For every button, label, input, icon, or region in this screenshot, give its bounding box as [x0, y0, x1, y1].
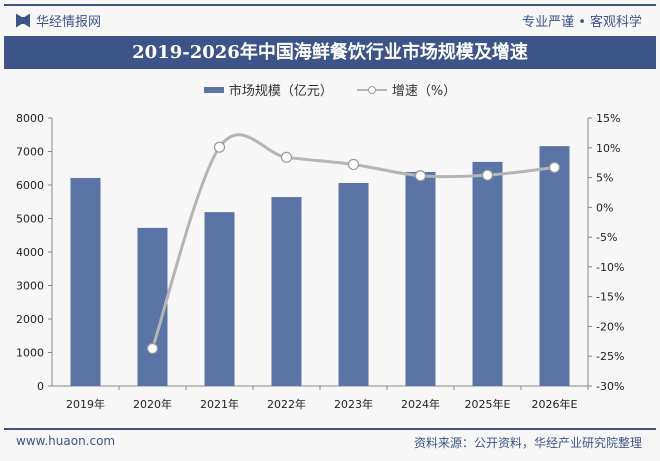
growth-point — [280, 151, 293, 163]
left-tick-label: 7000 — [16, 146, 44, 159]
left-tick-label: 1000 — [16, 347, 44, 360]
legend-line-swatch — [356, 85, 387, 94]
left-tick-label: 5000 — [16, 213, 44, 226]
right-tick-label: -20% — [596, 320, 624, 333]
legend-item-line: 增速（%） — [356, 80, 457, 99]
left-tick-label: 4000 — [16, 246, 44, 259]
bar — [204, 212, 235, 386]
legend-bar-swatch — [203, 86, 224, 93]
legend-bar-label: 市场规模（亿元） — [228, 84, 333, 99]
x-tick-label: 2020年 — [133, 397, 172, 411]
x-tick-label: 2024年 — [401, 397, 440, 411]
bar — [137, 227, 168, 386]
growth-point — [146, 342, 159, 355]
slogan: 专业严谨 • 客观科学 — [522, 15, 642, 30]
bar — [539, 146, 570, 386]
right-tick-label: 10% — [596, 142, 620, 155]
logo: 华经情报网 — [16, 11, 101, 30]
right-tick-label: 15% — [596, 112, 620, 125]
left-tick-label: 8000 — [16, 112, 44, 125]
x-tick-label: 2021年 — [200, 397, 239, 411]
logo-icon — [16, 13, 30, 28]
left-tick-label: 3000 — [16, 280, 44, 293]
right-tick-label: -5% — [596, 231, 617, 244]
source-note: 资料来源：公开资料，华经产业研究院整理 — [413, 436, 642, 450]
logo-text: 华经情报网 — [36, 15, 102, 30]
x-tick-label: 2022年 — [267, 397, 306, 411]
bar — [472, 161, 503, 386]
legend-item-bar: 市场规模（亿元） — [203, 80, 333, 99]
bar — [405, 171, 436, 386]
top-divider — [4, 4, 656, 6]
bar — [70, 177, 101, 386]
x-tick-label: 2019年 — [66, 397, 105, 411]
growth-point — [548, 161, 561, 174]
x-tick-label: 2025年E — [465, 397, 511, 411]
right-tick-label: -15% — [596, 291, 624, 304]
chart-title: 2019-2026年中国海鲜餐饮行业市场规模及增速 — [4, 36, 656, 69]
right-tick-label: -25% — [596, 350, 624, 363]
bar — [338, 182, 369, 386]
right-tick-label: 5% — [596, 172, 613, 185]
bar — [271, 197, 302, 386]
right-tick-label: 0% — [596, 201, 613, 214]
left-tick-label: 2000 — [16, 313, 44, 326]
legend-line-label: 增速（%） — [391, 84, 457, 99]
left-tick-label: 6000 — [16, 179, 44, 192]
growth-point — [414, 170, 427, 182]
legend: 市场规模（亿元） 增速（%） — [0, 80, 660, 99]
website: www.huaon.com — [16, 434, 116, 448]
growth-point — [347, 158, 360, 171]
growth-point — [481, 169, 494, 181]
x-tick-label: 2026年E — [532, 397, 578, 411]
x-tick-label: 2023年 — [334, 397, 373, 411]
growth-point — [213, 141, 226, 153]
right-tick-label: -10% — [596, 261, 624, 274]
bottom-divider — [4, 428, 656, 430]
left-tick-label: 0 — [37, 380, 44, 393]
right-tick-label: -30% — [596, 380, 624, 393]
